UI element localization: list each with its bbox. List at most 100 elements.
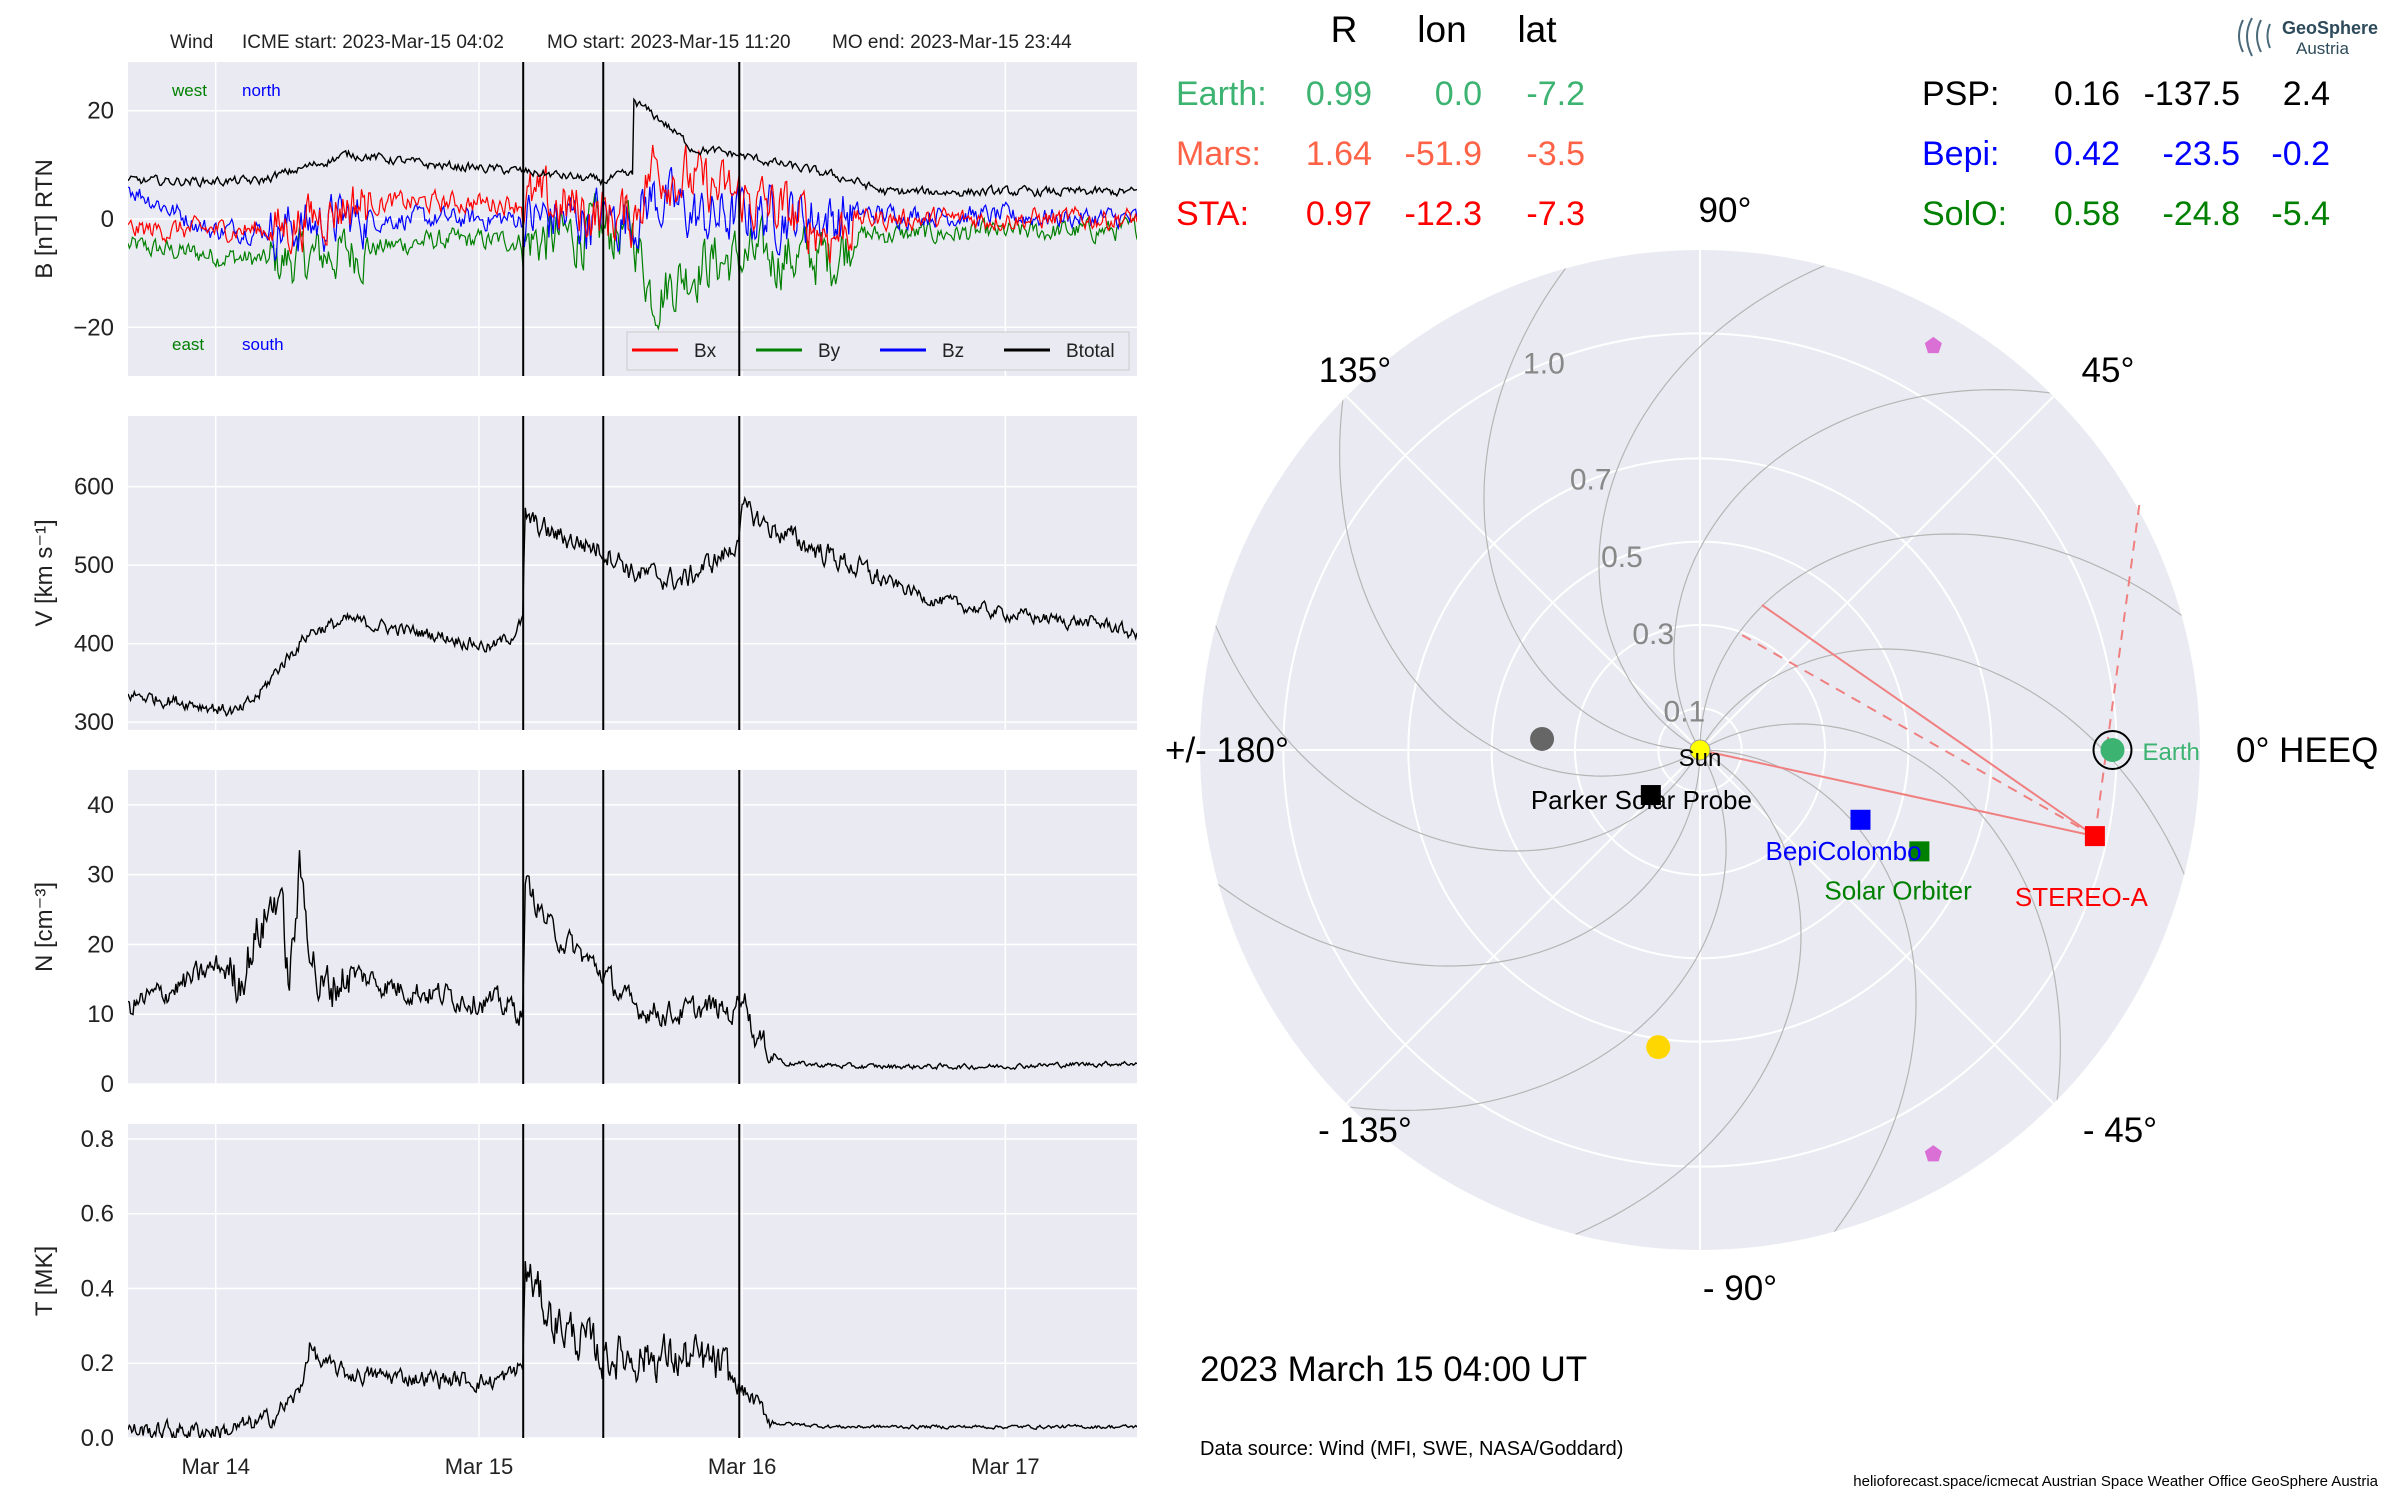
geosphere-logo: GeoSphere Austria [2238,17,2378,58]
polar-angle-label: +/- 180° [1165,731,1289,770]
y-tick-label: 0.6 [81,1201,114,1228]
y-tick-label: 0.8 [81,1126,114,1153]
body-marker [2100,738,2125,762]
table-row-r: 0.16 [2054,75,2120,113]
parker-spiral [1699,533,2200,751]
annotation-north: north [242,81,281,100]
table-row-name: Earth: [1176,75,1267,113]
parker-spiral [1699,648,2195,901]
parker-spiral [1699,723,2062,1128]
body-marker [2084,826,2105,847]
body-marker [1689,739,1711,761]
panel-background [128,1124,1137,1438]
mo-end-label: MO end: 2023-Mar-15 23:44 [832,32,1072,53]
polar-r-tick-label: 0.3 [1632,618,1674,651]
body-marker [1924,1145,1942,1162]
table-row-name: SolO: [1922,195,2007,233]
panel-1: 20 0 −20 B [nT] RTN west north east south Bx By Bz… [31,62,1137,376]
parker-spiral [1205,599,1701,852]
icme-start-label: ICME start: 2023-Mar-15 04:02 [242,32,504,53]
parker-spiral [1598,255,1851,751]
body-label: Earth [2143,739,2200,766]
parker-spirals [1200,250,2200,1250]
logo-name: GeoSphere [2282,18,2378,38]
earth-ring [2092,730,2133,770]
y-tick-label: 10 [87,1001,114,1028]
y-tick-label: 300 [74,709,114,736]
body-marker [1646,1035,1671,1060]
y-tick-label: 500 [74,552,114,579]
table-row-r: 0.99 [1306,75,1372,113]
table-row-lat: -3.5 [1526,135,1585,173]
body-marker [1924,336,1942,354]
data-source-label: Data source: Wind (MFI, SWE, NASA/Goddar… [1200,1438,1623,1460]
y-tick-label: 0.0 [81,1425,114,1452]
y-tick-label: 600 [74,474,114,501]
body-marker [1909,841,1930,862]
y-tick-label: 400 [74,631,114,658]
x-tick-label: Mar 17 [971,1454,1039,1479]
series-bx [128,144,1137,264]
table-row-lon: -24.8 [2163,195,2241,233]
polar-position-plot: 0.1 0.3 0.5 0.7 1.0 0° HEEQ 45° 90° 135° +/- 180°… [1165,191,2378,1308]
stereo-fov-line [2093,499,2141,837]
body-label: Solar Orbiter [1824,875,1972,905]
series-line [128,495,1137,717]
parker-spiral [1338,372,1701,777]
parker-spiral [1549,749,1802,1245]
parker-spiral [1483,250,1701,751]
time-series-panels: 20 0 −20 B [nT] RTN west north east south Bx By Bz… [31,62,1137,1479]
body-label: STEREO-A [2015,882,2149,912]
panel-background [128,770,1137,1084]
y-axis-label: T [MK] [31,1246,58,1316]
body-marker [1850,809,1871,830]
x-tick-label: Mar 14 [181,1454,249,1479]
polar-angle-label: 135° [1319,351,1391,390]
annotation-east: east [172,335,204,354]
polar-spoke [1699,749,2055,1105]
table-row-lon: -12.3 [1405,195,1483,233]
annotation-west: west [171,81,207,100]
polar-r-tick-label: 1.0 [1523,348,1565,381]
table-row-lat: 2.4 [2283,75,2330,113]
polar-angle-label: 0° HEEQ [2236,731,2378,770]
table-row-r: 0.42 [2054,135,2120,173]
y-axis-label: N [cm⁻³] [31,882,58,972]
legend-label: Bx [694,341,717,362]
legend-label: Bz [942,341,964,362]
polar-spoke [1699,395,2055,751]
table-row-lat: -0.2 [2271,135,2330,173]
body-marker [1640,785,1661,806]
table-header: lon [1417,9,1466,50]
x-tick-label: Mar 16 [708,1454,776,1479]
polar-spoke [1345,395,1701,751]
y-tick-label: 30 [87,862,114,889]
table-row-lat: -7.2 [1526,75,1585,113]
body-label: BepiColombo [1765,836,1921,866]
y-tick-label: 0.2 [81,1350,114,1377]
body-marker [1530,726,1555,751]
panel-3: 40 30 20 10 0 N [cm⁻³] [31,770,1137,1098]
mo-start-label: MO start: 2023-Mar-15 11:20 [547,32,791,53]
series-btotal [128,97,1137,198]
y-tick-label: 20 [87,98,114,125]
polar-spoke [1345,749,1701,1105]
table-row-name: STA: [1176,195,1249,233]
polar-angle-label: 90° [1699,191,1752,230]
table-row-lon: 0.0 [1435,75,1482,113]
stereo-sun-line [1699,749,2096,838]
table-row-r: 1.64 [1306,135,1372,173]
polar-r-tick-label: 0.7 [1570,464,1612,497]
series-by [128,192,1137,331]
panel-4: 0.8 0.6 0.4 0.2 0.0 T [MK] Mar 14 Mar 15 Mar 16 M… [31,1124,1137,1479]
y-tick-label: 0 [101,206,114,233]
logo-mark-icon [2238,17,2271,57]
logo-sub: Austria [2296,39,2349,58]
polar-r-tick-label: 0.1 [1664,695,1706,728]
polar-angle-label: - 135° [1318,1111,1412,1150]
stereo-fov-line [1741,634,2096,837]
y-tick-label: 0 [101,1071,114,1098]
